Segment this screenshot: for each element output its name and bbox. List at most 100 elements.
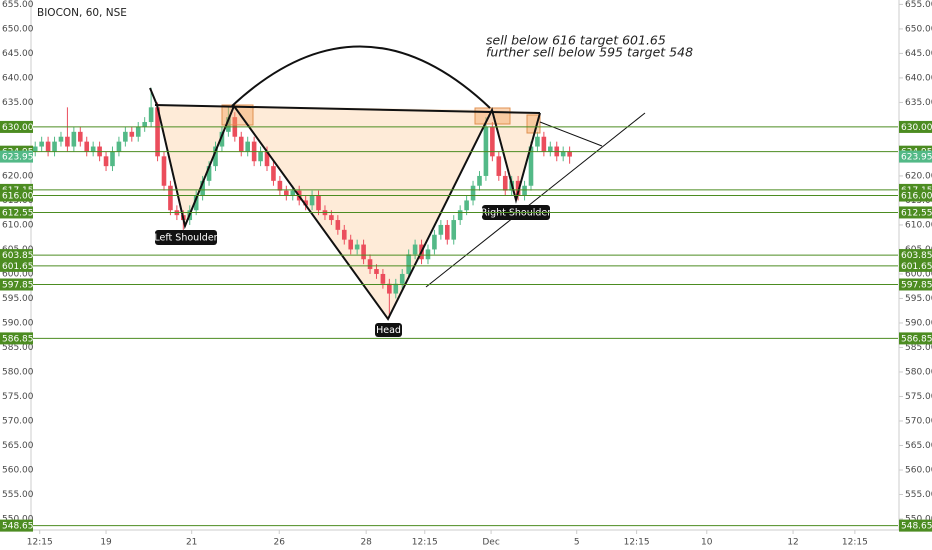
candle-body: [515, 180, 521, 196]
y-tick-label: 595.00: [905, 294, 932, 304]
y-tick-label: 610.00: [2, 220, 34, 230]
candle-body: [71, 131, 77, 147]
level-label-box: [0, 332, 33, 345]
candle-body: [522, 185, 527, 196]
candle-body: [161, 156, 167, 186]
level-label-box: [899, 206, 932, 219]
candle-body: [52, 141, 57, 152]
candle-body: [329, 215, 334, 221]
candle-body: [206, 166, 212, 181]
candle-body: [77, 131, 83, 142]
candle-body: [406, 254, 411, 274]
candle-body: [193, 195, 199, 211]
level-label: 597.85: [2, 280, 34, 290]
candle-body: [284, 190, 289, 196]
y-tick-label: 640.00: [905, 73, 932, 83]
candle-body: [438, 224, 444, 235]
candle-body: [496, 156, 502, 176]
candle-body: [444, 224, 450, 240]
candle-body: [103, 156, 109, 167]
x-tick-label: 12:15: [27, 538, 53, 548]
candle-body: [110, 151, 115, 167]
last-price-label: 623.95: [901, 153, 932, 163]
y-tick-label: 565.00: [905, 441, 932, 451]
y-tick-label: 575.00: [2, 392, 34, 402]
candle-body: [84, 141, 90, 152]
candle-body: [90, 146, 96, 152]
y-tick-label: 580.00: [2, 367, 34, 377]
level-label-box: [0, 519, 33, 532]
candle-body: [129, 131, 135, 137]
candle-body: [264, 151, 270, 167]
x-tick-label: 19: [100, 538, 112, 548]
x-tick-label: 21: [186, 538, 197, 548]
y-tick-label: 600.00: [905, 269, 932, 279]
candle-body: [135, 126, 141, 137]
candle-body: [477, 175, 482, 186]
candle-body: [560, 151, 566, 157]
candle-body: [148, 107, 154, 123]
level-label: 586.85: [901, 334, 932, 344]
level-label-box: [899, 189, 932, 202]
level-label-box: [0, 189, 33, 202]
candle-body: [502, 175, 508, 191]
pattern-label: Head: [376, 325, 401, 336]
y-tick-label: 565.00: [2, 441, 34, 451]
level-label: 601.65: [901, 262, 932, 272]
candle-body: [309, 195, 315, 206]
x-tick-label: 12:15: [624, 538, 650, 548]
y-tick-label: 560.00: [905, 465, 932, 475]
candle-body: [335, 220, 341, 230]
candle-body: [116, 141, 122, 152]
level-label: 586.85: [2, 334, 34, 344]
candle-body: [464, 200, 469, 211]
candle-body: [213, 146, 218, 167]
candle-body: [168, 185, 173, 211]
candle-body: [348, 239, 354, 250]
candle-body: [361, 244, 366, 260]
candle-body: [380, 273, 386, 284]
pattern-labels: Left Shoulder Head Right Shoulder: [154, 205, 551, 337]
level-label: 548.65: [901, 522, 932, 532]
candle-body: [432, 234, 437, 250]
candle-body: [258, 151, 263, 162]
candle-body: [470, 185, 476, 201]
level-label: 616.00: [901, 192, 932, 202]
candle-body: [32, 146, 38, 152]
level-label-box: [899, 120, 932, 133]
y-tick-label: 555.00: [2, 490, 34, 500]
pattern-label: Right Shoulder: [481, 208, 551, 219]
level-label-box: [0, 120, 33, 133]
candle-body: [219, 131, 225, 147]
candle-body: [39, 141, 44, 147]
candle-body: [58, 136, 64, 142]
candle-body: [548, 146, 553, 152]
level-label: 630.00: [2, 123, 34, 133]
candle-body: [65, 136, 70, 147]
candle-body: [457, 210, 463, 221]
level-label: 603.85: [901, 251, 932, 261]
y-tick-label: 585.00: [2, 343, 34, 353]
shade: [157, 105, 234, 226]
x-tick-label: 26: [274, 538, 286, 548]
level-label-box: [0, 249, 33, 262]
level-label-box: [899, 249, 932, 262]
level-label-box: [0, 278, 33, 291]
candle-body: [535, 136, 540, 147]
candle-body: [155, 107, 160, 157]
candle-body: [541, 136, 547, 152]
candle-body: [425, 249, 431, 260]
level-label: 603.85: [2, 251, 34, 261]
level-label-box: [0, 206, 33, 219]
chart-title: BIOCON, 60, NSE: [37, 7, 127, 19]
last-price-label: 623.95: [2, 153, 34, 163]
candle-body: [567, 151, 572, 157]
candle-body: [451, 220, 457, 240]
level-label-box: [899, 332, 932, 345]
trend-line: [539, 121, 603, 147]
candle-body: [277, 180, 283, 191]
y-tick-label: 590.00: [905, 318, 932, 328]
y-tick-label: 655.00: [2, 0, 34, 10]
trend-line: [425, 112, 646, 288]
